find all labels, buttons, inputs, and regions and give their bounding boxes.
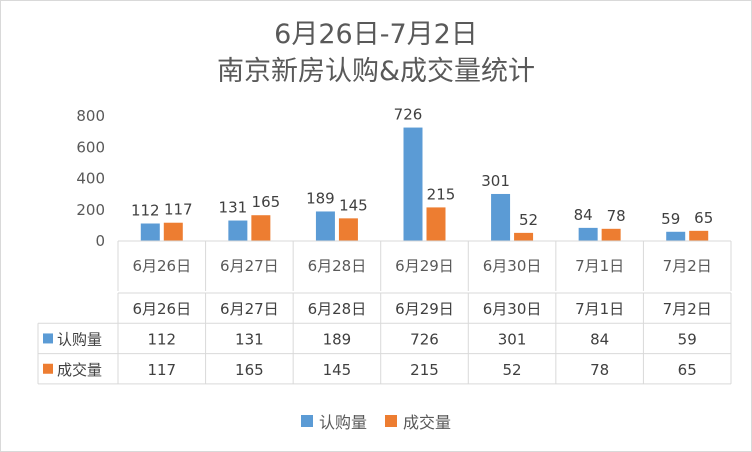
- bar-s2-5: [514, 232, 534, 241]
- table-cell-s1-7: 59: [678, 330, 697, 348]
- bar-s2-2: [251, 215, 271, 241]
- legend-label-series-1: 认购量: [318, 413, 367, 432]
- table-cell-s1-5: 301: [498, 330, 527, 348]
- table-row-label-s2: 成交量: [57, 361, 102, 379]
- x-tick-label-1: 6月26日: [132, 257, 191, 275]
- table-header-2: 6月27日: [220, 300, 279, 318]
- table-cell-s1-4: 726: [410, 330, 439, 348]
- bar-s2-4: [426, 207, 446, 241]
- bar-s1-1: [140, 223, 160, 241]
- table-cell-s2-1: 117: [147, 361, 176, 379]
- bar-s2-7: [689, 230, 709, 241]
- bar-s1-4: [403, 127, 423, 241]
- table-cell-s2-4: 215: [410, 361, 439, 379]
- x-tick-label-2: 6月27日: [220, 257, 279, 275]
- table-cell-s2-5: 52: [503, 361, 522, 379]
- bar-s1-5: [491, 193, 511, 241]
- table-header-1: 6月26日: [132, 300, 191, 318]
- data-label-s2-2: 165: [252, 193, 281, 211]
- table-cell-s1-2: 131: [235, 330, 264, 348]
- data-label-s1-6: 84: [574, 206, 593, 224]
- table-header-5: 6月30日: [483, 300, 542, 318]
- bar-s1-6: [578, 227, 598, 241]
- table-header-4: 6月29日: [395, 300, 454, 318]
- bar-s2-3: [338, 218, 358, 241]
- table-legend-key-s2: [43, 363, 53, 374]
- y-tick-label-3: 600: [76, 138, 105, 156]
- chart-legend: 认购量 成交量: [1, 409, 751, 433]
- data-label-s1-4: 726: [394, 106, 423, 124]
- data-label-s2-4: 215: [427, 185, 456, 203]
- data-label-s1-2: 131: [219, 199, 248, 217]
- data-label-s1-3: 189: [306, 189, 335, 207]
- table-cell-s2-7: 65: [678, 361, 697, 379]
- table-cell-s1-3: 189: [323, 330, 352, 348]
- bar-s1-3: [315, 211, 335, 241]
- data-label-s1-7: 59: [661, 210, 680, 228]
- table-cell-s1-1: 112: [147, 330, 176, 348]
- data-label-s2-5: 52: [519, 211, 538, 229]
- y-tick-label-4: 800: [76, 107, 105, 125]
- table-cell-s2-6: 78: [590, 361, 609, 379]
- table-header-7: 7月2日: [663, 300, 712, 318]
- y-tick-label-0: 0: [95, 232, 105, 250]
- x-tick-label-6: 7月1日: [575, 257, 624, 275]
- table-cell-s2-2: 165: [235, 361, 264, 379]
- legend-item-series-2: 成交量: [385, 409, 451, 433]
- table-header-6: 7月1日: [575, 300, 624, 318]
- y-tick-label-1: 200: [76, 201, 105, 219]
- x-tick-label-3: 6月28日: [308, 257, 367, 275]
- table-cell-s2-3: 145: [323, 361, 352, 379]
- x-tick-label-5: 6月30日: [483, 257, 542, 275]
- table-row-label-s1: 认购量: [57, 330, 102, 348]
- legend-swatch-series-1: [300, 415, 313, 427]
- table-legend-key-s1: [43, 333, 53, 344]
- chart-title-line1: 6月26日-7月2日: [274, 19, 478, 50]
- data-label-s2-1: 117: [164, 201, 193, 219]
- x-tick-label-4: 6月29日: [395, 257, 454, 275]
- data-label-s2-6: 78: [607, 207, 626, 225]
- data-label-s1-5: 301: [481, 172, 510, 190]
- legend-swatch-series-2: [385, 415, 397, 427]
- bar-s1-2: [228, 220, 248, 241]
- table-cell-s1-6: 84: [590, 330, 609, 348]
- table-header-3: 6月28日: [308, 300, 367, 318]
- x-tick-label-7: 7月2日: [663, 257, 712, 275]
- bar-s2-6: [601, 228, 621, 241]
- data-label-s2-7: 65: [694, 209, 713, 227]
- legend-label-series-2: 成交量: [403, 413, 452, 432]
- y-tick-label-2: 400: [76, 170, 105, 188]
- bar-s1-7: [666, 231, 686, 241]
- data-label-s2-3: 145: [339, 196, 368, 214]
- bar-s2-1: [163, 222, 183, 241]
- legend-item-series-1: 认购量: [300, 409, 367, 433]
- chart-title-line2: 南京新房认购&成交量统计: [216, 56, 536, 87]
- data-label-s1-1: 112: [131, 202, 160, 220]
